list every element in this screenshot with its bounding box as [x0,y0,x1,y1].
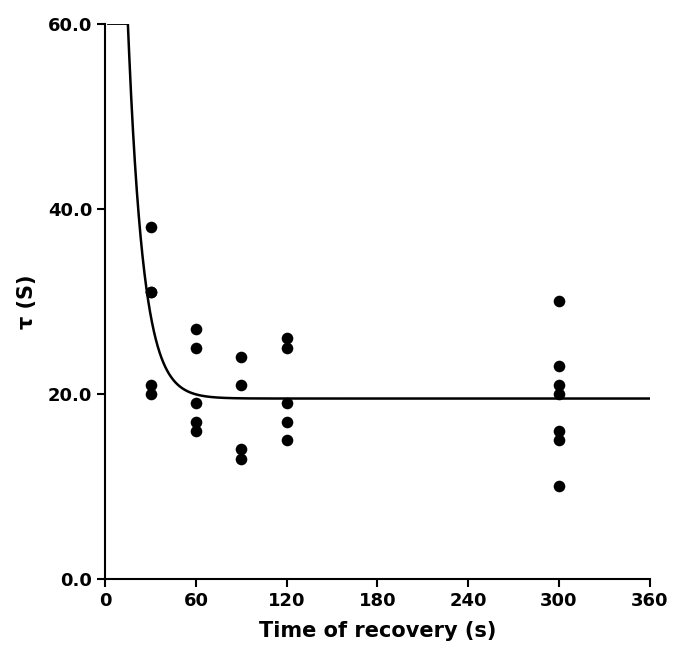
Point [190,324,201,334]
Point [190,342,201,353]
Point [282,435,292,445]
Point [145,222,156,232]
Point [190,417,201,427]
Y-axis label: τ (S): τ (S) [16,274,37,328]
Point [145,389,156,399]
Point [553,380,564,390]
Point [282,398,292,409]
Point [236,444,247,455]
Point [553,361,564,371]
Point [145,287,156,297]
Point [190,398,201,409]
Point [553,389,564,399]
Point [553,435,564,445]
Point [282,342,292,353]
Point [190,426,201,436]
Point [236,380,247,390]
Point [236,453,247,464]
Point [553,481,564,492]
Point [282,333,292,343]
Point [553,426,564,436]
X-axis label: Time of recovery (s): Time of recovery (s) [259,621,496,642]
Point [282,417,292,427]
Point [236,351,247,362]
Point [145,287,156,297]
Point [145,380,156,390]
Point [553,296,564,307]
